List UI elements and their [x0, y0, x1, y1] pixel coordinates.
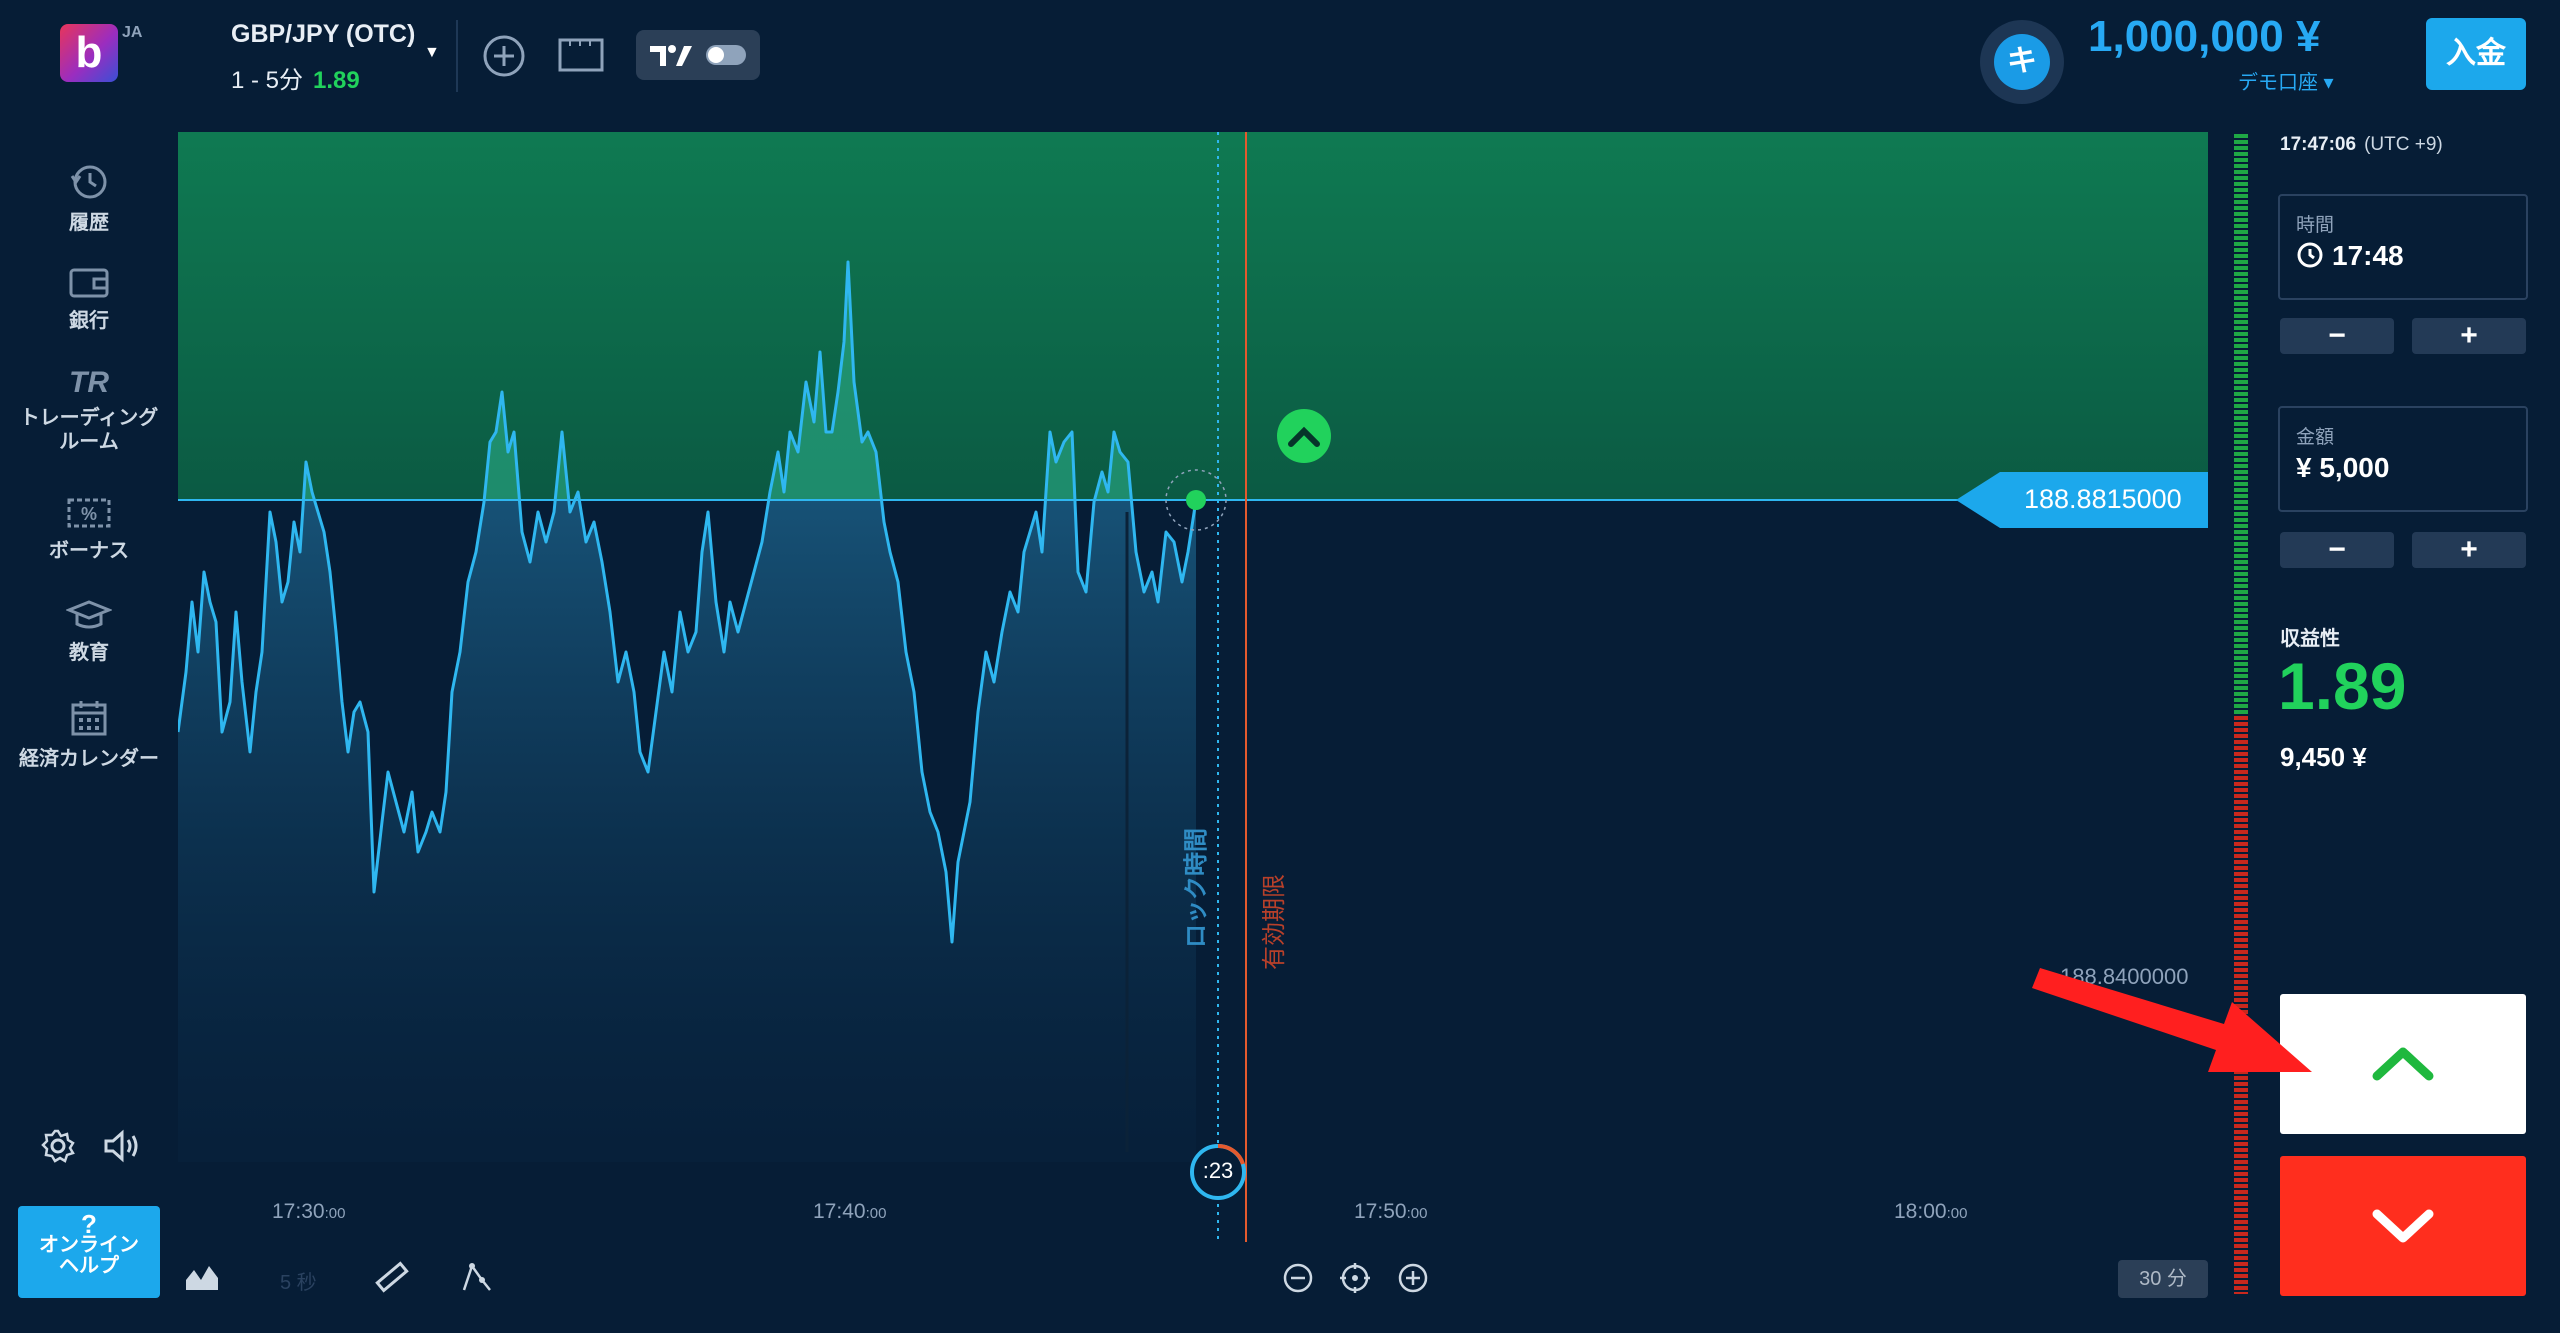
- wallet-icon: [69, 268, 109, 298]
- profitability-value: 1.89: [2278, 649, 2407, 723]
- sidebar-item-label: 経済カレンダー: [19, 748, 159, 770]
- svg-text:%: %: [81, 504, 97, 524]
- tradingview-icon: [650, 45, 746, 66]
- expiry-label: 有効期限: [1261, 874, 1288, 970]
- call-zone: [178, 132, 2208, 500]
- avatar-letter: キ: [1994, 34, 2050, 90]
- sidebar-item-bank[interactable]: 銀行: [0, 264, 178, 333]
- time-increase-button[interactable]: +: [2412, 318, 2526, 354]
- amount-field-value: ¥ 5,000: [2296, 452, 2390, 483]
- countdown-label: :23: [1202, 1158, 1234, 1183]
- account-type-selector[interactable]: デモ口座 ▾: [2238, 72, 2334, 94]
- help-label-line1: オンライン: [39, 1234, 139, 1256]
- amount-field[interactable]: 金額 ¥ 5,000: [2278, 406, 2528, 512]
- settings-gear-icon[interactable]: [40, 1128, 76, 1164]
- layout-icon[interactable]: [558, 36, 604, 74]
- amount-increase-button[interactable]: +: [2412, 532, 2526, 568]
- online-help-button[interactable]: ? オンライン ヘルプ: [18, 1206, 160, 1298]
- asset-duration: 1 - 5分 1.89: [231, 60, 360, 95]
- sidebar-item-label: 履歴: [69, 212, 109, 234]
- time-axis-label: 18:00:00: [1894, 1200, 1968, 1223]
- time-axis-label: 17:40:00: [813, 1200, 887, 1223]
- drawing-tools-icon[interactable]: [460, 1260, 494, 1294]
- asset-dropdown-caret-icon[interactable]: ▼: [424, 44, 440, 61]
- countdown-timer: [1190, 1143, 1246, 1200]
- profit-amount: 9,450 ¥: [2280, 742, 2367, 772]
- sidebar-item-label: 教育: [69, 642, 109, 664]
- server-clock: 17:47:06 (UTC +9): [2280, 134, 2443, 155]
- sidebar-item-label: トレーディングルーム: [19, 407, 159, 453]
- sidebar-item-bonus[interactable]: % ボーナス: [0, 496, 178, 563]
- time-axis-label: 17:30:00: [272, 1200, 346, 1223]
- zoom-in-icon[interactable]: [1397, 1262, 1429, 1294]
- tradingview-toggle[interactable]: [636, 30, 760, 80]
- expiry-time-field[interactable]: 時間 17:48: [2278, 194, 2528, 300]
- asset-name[interactable]: GBP/JPY (OTC): [231, 20, 416, 48]
- price-chart[interactable]: [178, 132, 2208, 1252]
- time-decrease-button[interactable]: −: [2280, 318, 2394, 354]
- help-question-icon: ?: [81, 1209, 97, 1239]
- candle-interval-selector[interactable]: 5 秒: [280, 1272, 317, 1294]
- account-type-label: デモ口座: [2238, 72, 2318, 94]
- history-icon: [70, 165, 107, 199]
- calendar-icon: [71, 701, 107, 736]
- amount-field-label: 金額: [2296, 427, 2335, 448]
- language-indicator[interactable]: JA: [122, 24, 143, 41]
- deposit-button[interactable]: 入金: [2426, 18, 2526, 90]
- brand-logo[interactable]: b: [60, 24, 118, 82]
- add-asset-icon[interactable]: [482, 34, 526, 78]
- clock-icon: [2297, 242, 2323, 268]
- put-down-button[interactable]: [2280, 1156, 2526, 1296]
- sidebar-item-trading-room[interactable]: TR トレーディングルーム: [0, 366, 178, 454]
- recenter-icon[interactable]: [1339, 1262, 1371, 1294]
- amount-decrease-button[interactable]: −: [2280, 532, 2394, 568]
- chevron-up-icon: [2372, 1047, 2434, 1081]
- sidebar-item-economic-calendar[interactable]: 経済カレンダー: [0, 698, 178, 771]
- graduation-cap-icon: [66, 600, 112, 629]
- time-field-value: 17:48: [2296, 240, 2404, 272]
- current-point-halo: [1165, 469, 1227, 531]
- current-price-tag: [1956, 472, 2208, 528]
- time-field-label: 時間: [2296, 215, 2335, 236]
- profitability-label: 収益性: [2280, 628, 2340, 650]
- price-area: [178, 500, 1196, 1162]
- ruler-icon[interactable]: [374, 1260, 410, 1294]
- call-indicator-icon: [1277, 409, 1331, 463]
- sound-icon[interactable]: [102, 1128, 142, 1164]
- bonus-icon: %: [67, 498, 111, 528]
- sidebar-item-label: 銀行: [69, 310, 109, 332]
- current-price-value: 188.8815000: [2024, 484, 2182, 514]
- annotation-arrow-icon: [2032, 968, 2312, 1072]
- lock-time-label: ロック時間: [1183, 828, 1210, 948]
- sidebar-item-education[interactable]: 教育: [0, 598, 178, 665]
- trader-sentiment-meter: [2234, 134, 2248, 1294]
- time-axis-label: 17:50:00: [1354, 1200, 1428, 1223]
- help-label-line2: ヘルプ: [59, 1255, 119, 1277]
- sidebar-item-label: ボーナス: [49, 540, 129, 562]
- trading-room-icon: TR: [69, 366, 109, 399]
- duration-range: 1 - 5分: [231, 67, 304, 94]
- price-line: [178, 260, 1198, 944]
- current-point: [1186, 490, 1206, 510]
- chevron-down-icon: [2372, 1209, 2434, 1243]
- chart-timeframe-button[interactable]: 30 分: [2118, 1260, 2208, 1298]
- sidebar-item-history[interactable]: 履歴: [0, 162, 178, 235]
- call-up-button[interactable]: [2280, 994, 2526, 1134]
- zoom-out-icon[interactable]: [1282, 1262, 1314, 1294]
- toolbar-divider: [456, 20, 458, 92]
- account-balance[interactable]: 1,000,000 ¥: [2088, 12, 2321, 61]
- asset-payout: 1.89: [313, 67, 360, 94]
- chart-type-area-icon[interactable]: [184, 1262, 220, 1292]
- user-avatar[interactable]: キ: [1980, 20, 2064, 104]
